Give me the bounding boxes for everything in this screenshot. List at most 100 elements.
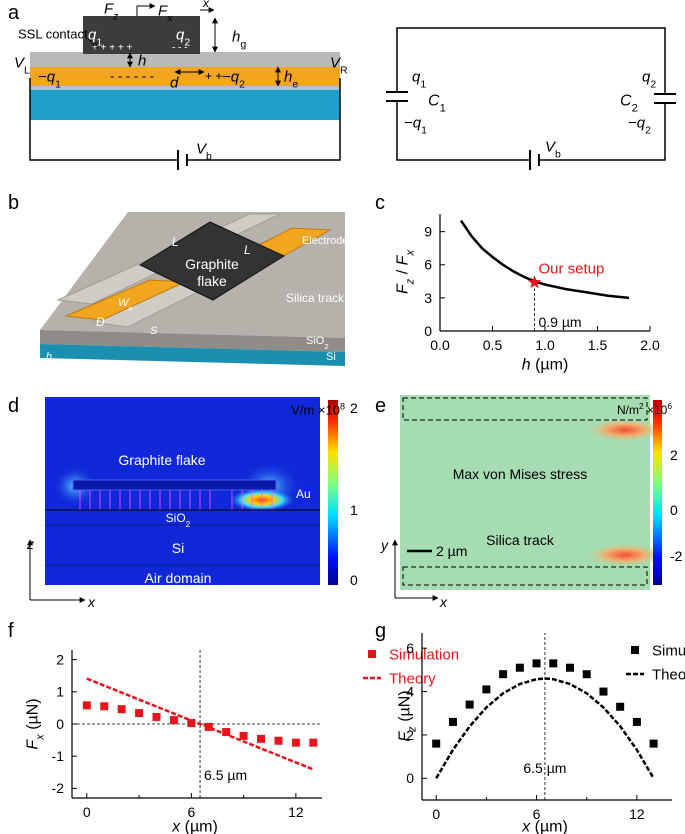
label: C2 [620, 93, 638, 115]
square-marker [465, 700, 474, 709]
label-part: (µN) [25, 698, 42, 734]
colorbar-tick: 1 [350, 502, 358, 518]
label-part: 1 [420, 78, 426, 90]
track-outline [402, 566, 648, 586]
square-marker [482, 685, 491, 694]
label-part: g [240, 38, 246, 50]
contact-block [83, 16, 200, 54]
label-part: q [637, 114, 646, 131]
label-part: V [196, 140, 208, 157]
label-part: h [46, 351, 52, 363]
label: - - - [172, 43, 188, 54]
label: Air domain [145, 570, 212, 586]
square-marker [257, 734, 266, 743]
label-part: z [26, 536, 34, 552]
label-part: − [38, 68, 47, 85]
series-line [435, 677, 655, 779]
label-part: (µm) [530, 819, 568, 834]
label-part: 2 [184, 36, 190, 48]
label: y [380, 537, 389, 553]
thin-layer [30, 86, 340, 90]
square-marker [204, 722, 213, 731]
label: −q1 [404, 114, 427, 136]
label-part: x [439, 594, 448, 610]
square-marker [582, 670, 591, 679]
label-part: 2 [186, 519, 191, 529]
label: he [284, 68, 298, 90]
label-part: V [330, 54, 342, 71]
x-tick-label: 6 [187, 804, 195, 820]
label-part: W [118, 297, 130, 309]
label-part: 2 [324, 341, 328, 350]
label-part: / [395, 265, 412, 278]
reference-label: 6.5 µm [204, 767, 247, 783]
label: Vb [196, 140, 212, 162]
label: Vb [545, 138, 561, 160]
square-marker [309, 738, 318, 747]
gray-layer [30, 52, 340, 67]
panel-d-map [27, 397, 338, 603]
label-part: (µN) [397, 690, 414, 726]
y-tick-label: 0 [406, 770, 414, 786]
label-part: 1 [421, 124, 427, 136]
panel-e-map [392, 395, 665, 601]
label: SiO2 [166, 511, 191, 529]
contact-label: SSL contact [18, 27, 88, 42]
track-outline [402, 397, 648, 421]
label-part: (µm) [180, 819, 218, 834]
stress-glow [585, 418, 665, 442]
x-axis-label: x (µm) [171, 819, 218, 834]
legend-label: Theory [389, 670, 436, 687]
colorbar-tick: 2 [350, 400, 358, 416]
label: ht [46, 351, 55, 367]
square-marker [448, 717, 457, 726]
square-marker [291, 738, 300, 747]
label-part: x [171, 819, 181, 834]
label-part: x [521, 819, 531, 834]
panel-label: g [375, 620, 386, 642]
legend-sample [631, 646, 639, 654]
label-part: z [112, 10, 119, 22]
colorbar [328, 400, 338, 585]
reference-label: 0.9 µm [539, 314, 582, 330]
label-part: ×10 [644, 403, 668, 417]
panel-label: d [8, 395, 19, 417]
label-part: z [407, 726, 419, 733]
label: x [202, 0, 210, 10]
label-part: C [428, 93, 440, 110]
label-part: C [620, 93, 632, 110]
star-marker [527, 275, 542, 289]
si-layer [40, 344, 345, 366]
label: −q2 [222, 68, 245, 90]
square-marker [82, 701, 91, 710]
graphene-layer [30, 67, 340, 86]
x-tick-label: 1.0 [535, 337, 555, 353]
square-marker [274, 736, 283, 745]
colorbar-tick: 0 [350, 572, 358, 588]
label: Fz [104, 0, 119, 22]
square-marker [499, 670, 508, 679]
substrate [30, 90, 340, 120]
legend-label: Simulation [389, 646, 459, 663]
x-tick-label: 12 [288, 804, 304, 820]
label-part: F [104, 0, 114, 17]
square-marker [135, 709, 144, 718]
label-part: h [284, 68, 292, 85]
slab-front [40, 330, 345, 352]
label-part: D [96, 315, 105, 329]
label-part: x [166, 12, 173, 24]
y-tick-label: 1 [56, 684, 64, 700]
field-lines [79, 490, 273, 510]
series-line [459, 219, 630, 300]
label-part: L [172, 235, 179, 249]
force-arrow [136, 3, 156, 16]
label: −q2 [628, 114, 651, 136]
square-marker [515, 663, 524, 672]
label-part: F [397, 731, 414, 742]
label: We [118, 297, 133, 313]
x-tick-label: 2.0 [640, 337, 660, 353]
label: VR [330, 54, 348, 76]
label-part: q [231, 68, 240, 85]
label-part: h [232, 28, 240, 45]
